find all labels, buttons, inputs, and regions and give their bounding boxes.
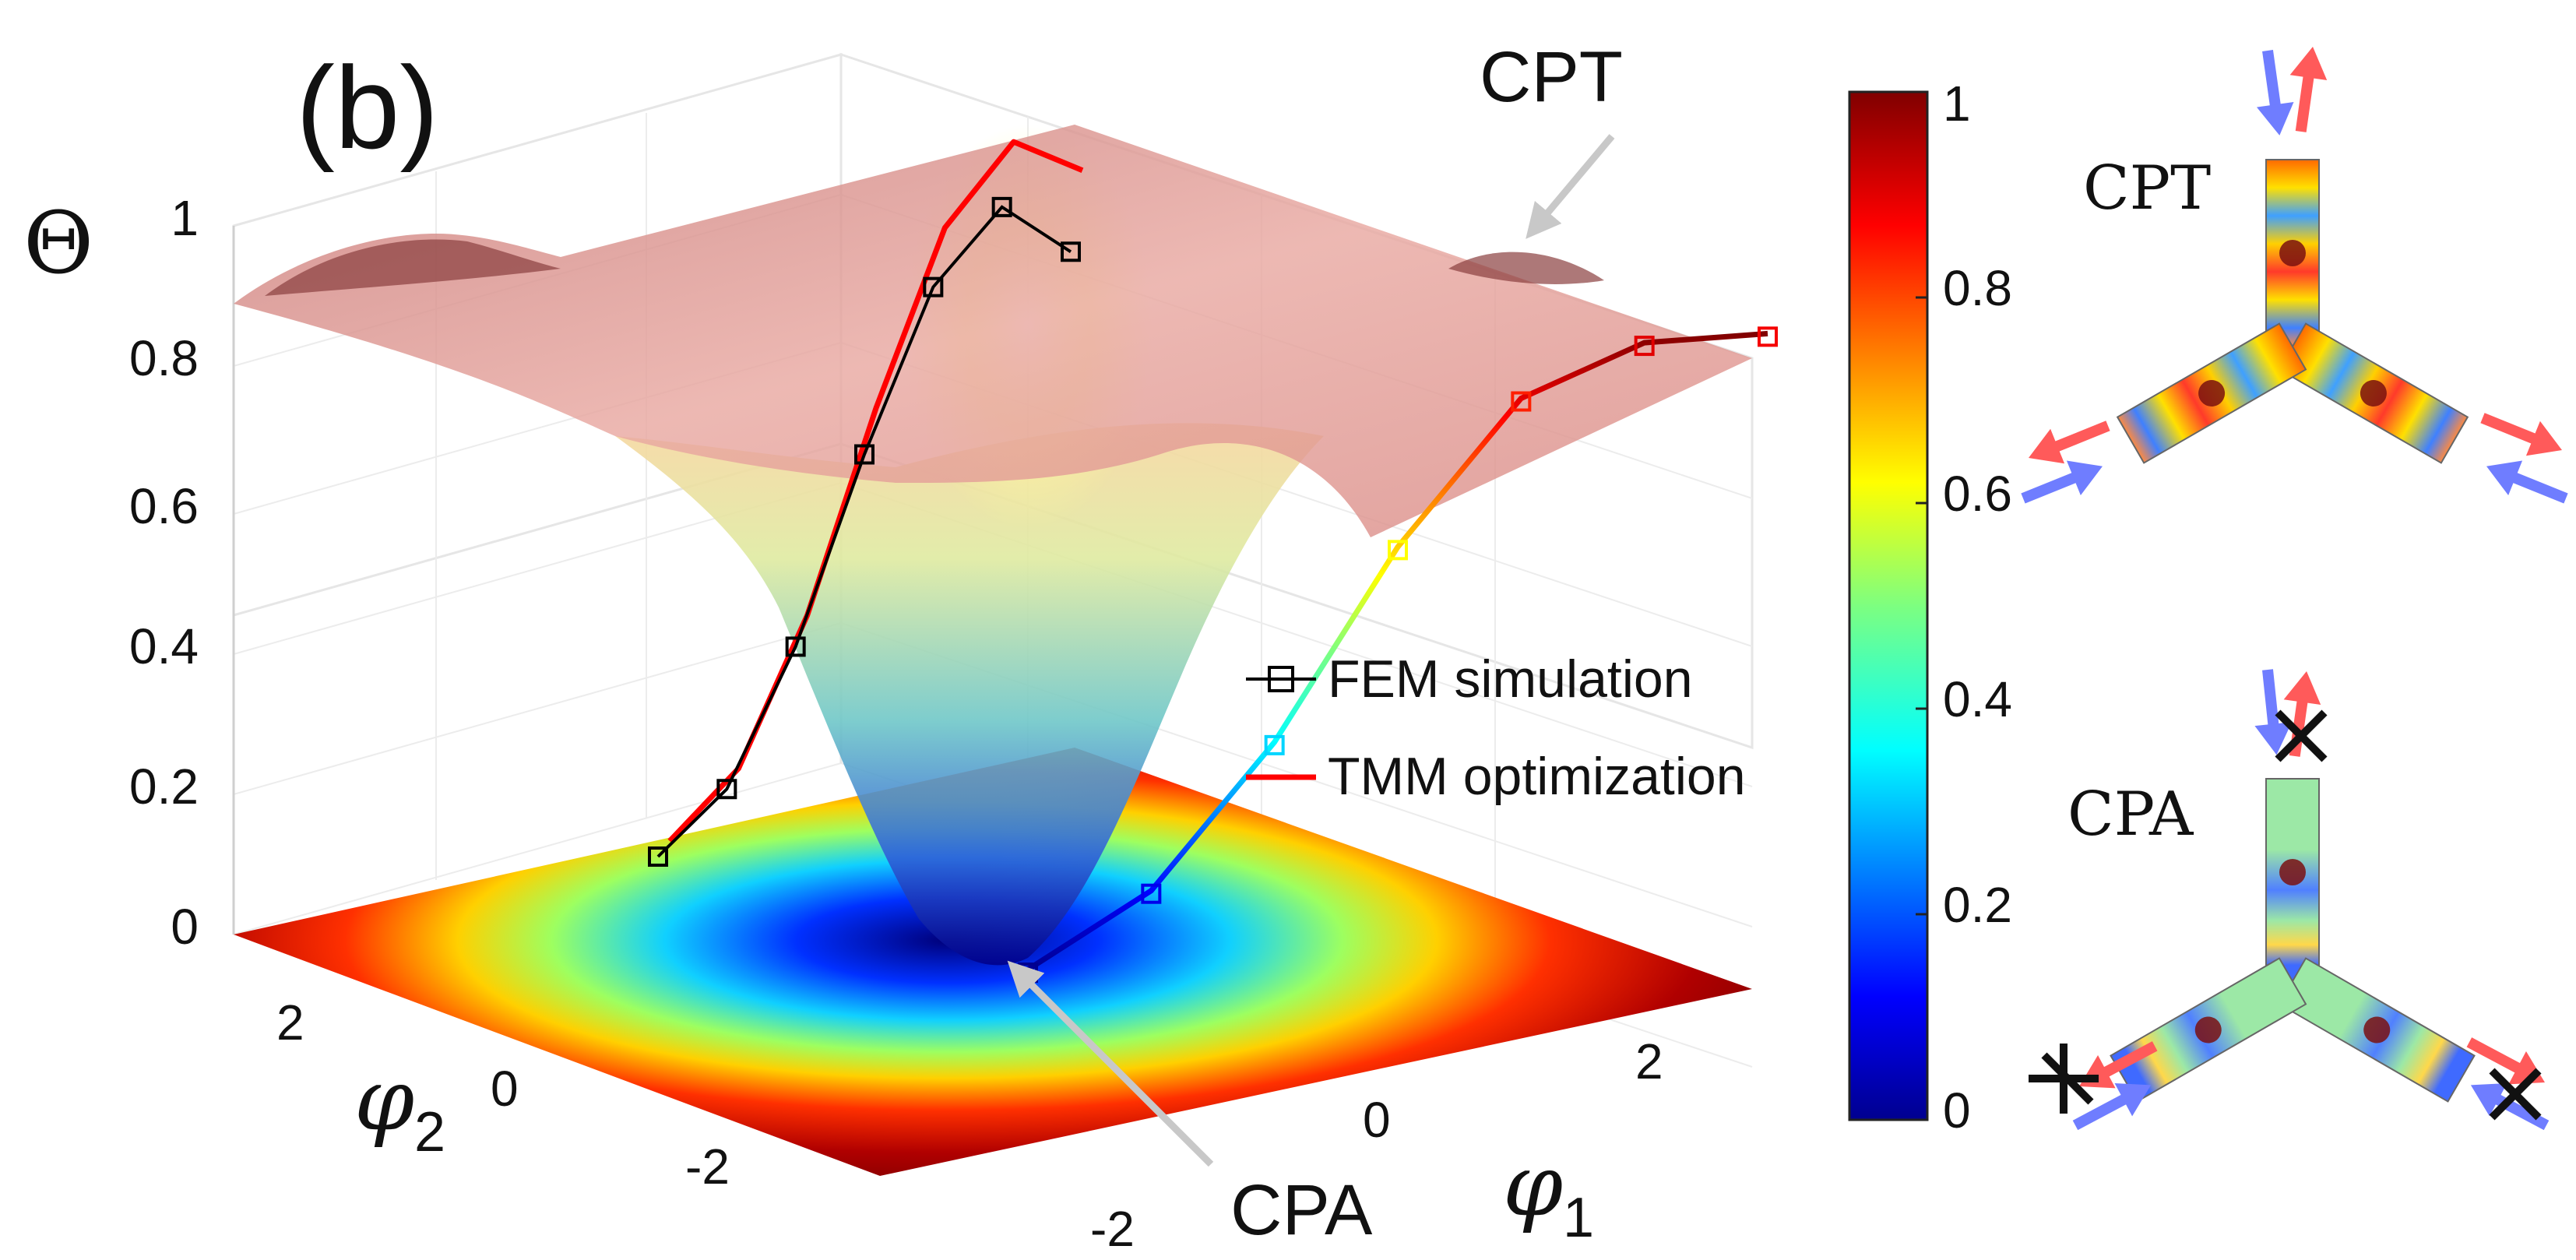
- z-axis-label: Θ: [23, 193, 93, 293]
- fem-marker-left-5: [716, 779, 737, 800]
- fem-marker-left-1: [991, 196, 1012, 217]
- cpt-arm-top: [2265, 159, 2320, 347]
- y-tick-0: 0: [491, 1061, 519, 1117]
- z-tick-0: 0: [171, 899, 199, 955]
- cpa-block-mark-left: [2029, 1044, 2099, 1114]
- z-tick-0-2: 0.2: [129, 758, 199, 815]
- x-tick-2: 2: [1635, 1033, 1663, 1089]
- annotation-cpt: CPT: [1480, 37, 1623, 117]
- legend: FEM simulation TMM optimization: [1246, 649, 1746, 806]
- cpt-arm-left: [2278, 322, 2469, 464]
- y-axis: 2 0 -2 φ2: [276, 994, 730, 1195]
- series-tmm-left: [667, 139, 1084, 843]
- x-tick-neg2: -2: [1090, 1201, 1135, 1257]
- fem-marker-left-0: [1061, 241, 1081, 262]
- annotation-cpa: CPA: [1230, 1170, 1373, 1250]
- legend-entry-fem: FEM simulation: [1246, 649, 1693, 709]
- cpt-arrow-in-right: [2479, 449, 2573, 516]
- surface-funnel: [615, 423, 1324, 966]
- legend-entry-tmm: TMM optimization: [1246, 747, 1746, 806]
- fem-marker-right-3: [1388, 540, 1408, 561]
- cpt-schematic-label: CPT: [2083, 153, 2211, 223]
- y-tick-2: 2: [276, 994, 304, 1051]
- fem-marker-left-4: [785, 636, 806, 657]
- cpt-arrow-out-top: [2282, 44, 2331, 135]
- cpa-schematic: CPA: [2029, 667, 2555, 1142]
- annotation-cpt-pointer: [1526, 134, 1615, 239]
- z-tick-0-8: 0.8: [129, 330, 199, 386]
- fem-marker-right-5: [1634, 336, 1655, 357]
- colorbar-tick-0-8: 0.8: [1943, 260, 2012, 316]
- colorbar-tick-0: 0: [1943, 1082, 1971, 1139]
- colorbar-gradient: [1848, 90, 1929, 1121]
- cpa-arm-left: [2278, 957, 2476, 1103]
- colorbar-tick-1: 1: [1943, 76, 1971, 132]
- cpt-schematic: CPT: [2016, 44, 2573, 516]
- legend-label-tmm: TMM optimization: [1328, 747, 1746, 806]
- panel-label: (b): [296, 42, 438, 173]
- fem-marker-left-3: [854, 444, 875, 465]
- cpa-arm-top: [2265, 778, 2320, 982]
- legend-label-fem: FEM simulation: [1328, 649, 1693, 709]
- colorbar-tick-0-4: 0.4: [1943, 671, 2012, 727]
- series-tmm-right: [1026, 330, 1768, 972]
- cpa-arm-right: [2110, 957, 2307, 1103]
- z-tick-1: 1: [171, 190, 199, 246]
- series-fem-left: [656, 205, 1072, 858]
- cpa-schematic-label: CPA: [2067, 780, 2194, 850]
- cpt-arrow-out-right: [2476, 401, 2569, 468]
- legend-marker-square: [1268, 666, 1294, 692]
- z-axis: 0 0.2 0.4 0.6 0.8 1 Θ: [23, 190, 199, 955]
- z-tick-0-4: 0.4: [129, 618, 199, 674]
- z-tick-0-6: 0.6: [129, 478, 199, 534]
- surface-peak-left: [265, 239, 561, 296]
- fem-marker-right-4: [1511, 391, 1532, 412]
- x-tick-0: 0: [1363, 1092, 1391, 1148]
- x-axis: -2 0 2 φ1: [1090, 1033, 1663, 1257]
- y-axis-label: φ2: [354, 1050, 445, 1163]
- cpt-arrow-in-top: [2249, 48, 2298, 139]
- fem-marker-right-6: [1758, 326, 1778, 347]
- cpt-arm-right: [2116, 322, 2307, 464]
- y-tick-neg2: -2: [685, 1139, 730, 1195]
- surface-peak-right: [1448, 252, 1604, 284]
- cpt-arrow-in-left: [2016, 449, 2110, 516]
- cpa-block-mark-top: [2275, 709, 2328, 762]
- series-fem-left-markers: [648, 196, 1081, 867]
- surface-plateau: [234, 125, 1752, 537]
- annotation-cpa-pointer: [1007, 960, 1214, 1167]
- colorbar: 0 0.2 0.4 0.6 0.8 1: [1848, 76, 2012, 1139]
- cpa-block-mark-right: [2489, 1068, 2542, 1121]
- x-axis-label: φ1: [1503, 1135, 1594, 1249]
- cpt-arrow-out-left: [2022, 409, 2115, 476]
- colorbar-tick-0-6: 0.6: [1943, 466, 2012, 522]
- fem-marker-right-2: [1264, 734, 1285, 755]
- fem-marker-right-1: [1141, 883, 1162, 904]
- colorbar-tick-0-2: 0.2: [1943, 877, 2012, 933]
- fem-marker-left-2: [923, 276, 944, 297]
- fem-marker-left-6: [648, 846, 668, 867]
